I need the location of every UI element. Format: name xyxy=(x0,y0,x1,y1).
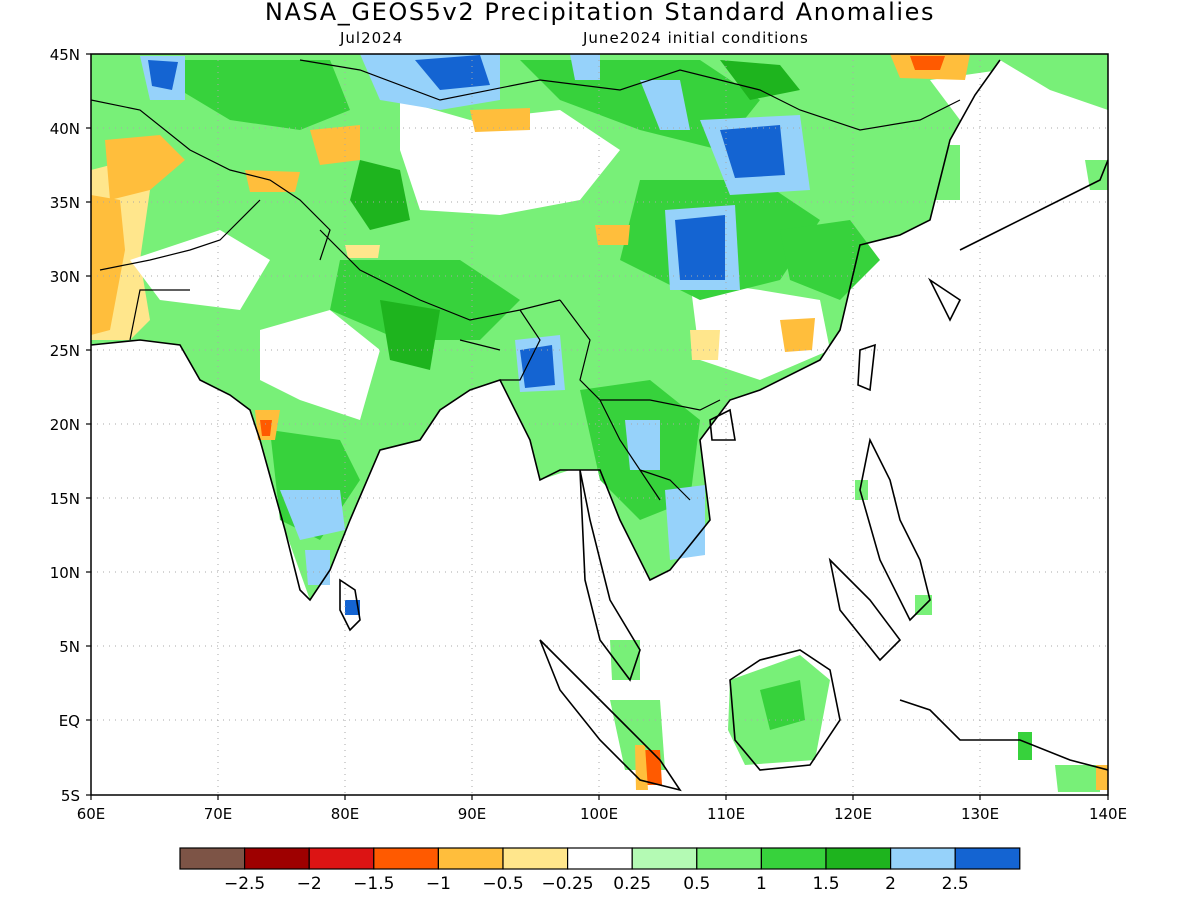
lat-labels: 45N 40N 35N 30N 25N 20N 15N 10N 5N EQ 5S xyxy=(50,46,80,805)
lat-label-10n: 10N xyxy=(50,564,80,582)
lat-label-5s: 5S xyxy=(61,787,80,805)
colorbar: −2.5 −2 −1.5 −1 −0.5 −0.25 0.25 0.5 1 1.5 2 2.5 xyxy=(179,847,1021,894)
lat-label-20n: 20N xyxy=(50,416,80,434)
colorbar-swatch xyxy=(889,847,956,870)
lon-label-70e: 70E xyxy=(204,805,233,823)
lat-label-45n: 45N xyxy=(50,46,80,64)
colorbar-label: 1 xyxy=(756,874,767,894)
valid-month: Jul2024 xyxy=(340,29,404,47)
init-conditions: June2024 initial conditions xyxy=(583,29,809,47)
colorbar-label: 1.5 xyxy=(812,874,839,894)
lon-label-110e: 110E xyxy=(707,805,745,823)
colorbar-label: −0.5 xyxy=(482,874,523,894)
lat-label-5n: 5N xyxy=(59,638,80,656)
lon-label-130e: 130E xyxy=(961,805,999,823)
anomaly-field xyxy=(91,54,1108,792)
lon-label-90e: 90E xyxy=(458,805,487,823)
colorbar-swatch xyxy=(179,847,246,870)
coastlines xyxy=(91,59,1108,792)
lat-label-30n: 30N xyxy=(50,268,80,286)
lat-label-40n: 40N xyxy=(50,120,80,138)
colorbar-swatch xyxy=(373,847,439,870)
colorbar-swatch xyxy=(954,847,1021,870)
colorbar-swatch xyxy=(696,847,762,870)
colorbar-swatch xyxy=(244,847,310,870)
lon-label-80e: 80E xyxy=(331,805,360,823)
colorbar-swatch xyxy=(437,847,504,870)
lat-label-25n: 25N xyxy=(50,342,80,360)
colorbar-swatch xyxy=(631,847,698,870)
colorbar-swatch xyxy=(502,847,569,870)
colorbar-label: −1 xyxy=(426,874,451,894)
colorbar-label: −1.5 xyxy=(353,874,394,894)
colorbar-label: 2 xyxy=(885,874,896,894)
colorbar-label: 0.25 xyxy=(613,874,651,894)
colorbar-label: −2 xyxy=(297,874,322,894)
colorbar-swatch xyxy=(566,847,633,870)
colorbar-label: −2.5 xyxy=(224,874,265,894)
lon-labels: 60E 70E 80E 90E 100E 110E 120E 130E 140E xyxy=(77,805,1127,823)
colorbar-label: 2.5 xyxy=(942,874,969,894)
map-title: NASA_GEOS5v2 Precipitation Standard Anom… xyxy=(264,0,936,26)
colorbar-label: −0.25 xyxy=(542,874,594,894)
country-borders xyxy=(91,59,961,501)
colorbar-swatch xyxy=(308,847,375,870)
lat-label-15n: 15N xyxy=(50,490,80,508)
axis-ticks xyxy=(86,53,1109,800)
colorbar-swatch xyxy=(825,847,892,870)
colorbar-swatch xyxy=(760,847,827,870)
lat-label-eq: EQ xyxy=(59,712,80,730)
colorbar-label: 0.5 xyxy=(683,874,710,894)
lon-label-120e: 120E xyxy=(834,805,872,823)
lon-label-100e: 100E xyxy=(580,805,618,823)
lon-label-60e: 60E xyxy=(77,805,106,823)
lat-label-35n: 35N xyxy=(50,194,80,212)
lon-label-140e: 140E xyxy=(1089,805,1127,823)
